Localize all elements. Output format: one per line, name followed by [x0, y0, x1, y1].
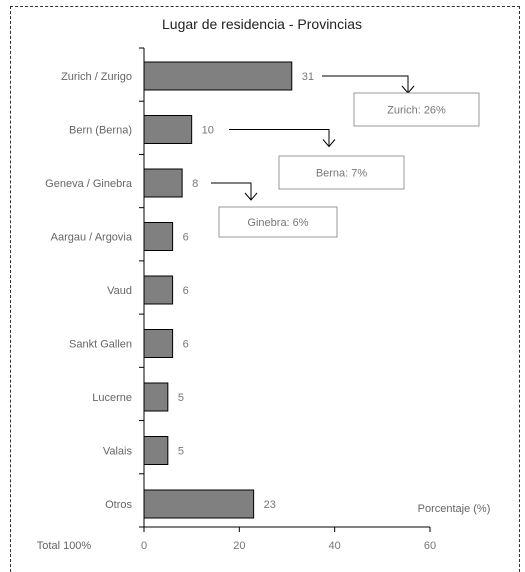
callout-box — [218, 206, 338, 238]
x-tick-label: 60 — [424, 540, 436, 552]
chart-frame — [10, 6, 520, 572]
value-label: 8 — [192, 178, 198, 190]
category-label: Aargau / Argovia — [51, 232, 133, 244]
chart-title: Lugar de residencia - Provincias — [162, 16, 362, 32]
callout-label: Berna: 7% — [316, 168, 368, 180]
category-label: Bern (Berna) — [69, 125, 132, 137]
category-label: Otros — [105, 499, 132, 511]
bar — [143, 115, 193, 144]
value-label: 6 — [183, 339, 189, 351]
bar — [143, 329, 174, 358]
category-label: Lucerne — [92, 392, 132, 404]
bar — [143, 61, 293, 91]
bar — [143, 436, 169, 465]
value-label: 5 — [178, 392, 184, 404]
x-axis-label: Porcentaje (%) — [418, 503, 491, 515]
category-label: Zurich / Zurigo — [61, 71, 132, 83]
callout-arrow — [322, 75, 409, 93]
callout-box — [278, 155, 405, 190]
callout-arrow — [229, 129, 330, 147]
callout-label: Zurich: 26% — [387, 105, 446, 117]
plot-area: 0 20 40 60 Zurich / Zurigo 31 Bern (Berna) 10 Ge… — [45, 47, 480, 552]
value-label: 5 — [178, 446, 184, 458]
bar — [143, 168, 183, 198]
bar — [143, 275, 174, 305]
value-label: 31 — [302, 71, 314, 83]
total-label: Total 100% — [37, 540, 92, 552]
value-label: 6 — [183, 285, 189, 297]
category-label: Sankt Gallen — [69, 339, 132, 351]
callout-arrow — [211, 182, 252, 200]
bar — [143, 489, 255, 519]
value-label: 6 — [183, 232, 189, 244]
x-tick-label: 20 — [233, 540, 245, 552]
category-label: Vaud — [107, 285, 132, 297]
value-label: 23 — [264, 499, 276, 511]
value-label: 10 — [202, 125, 214, 137]
callout-box — [353, 92, 480, 127]
callout-label: Ginebra: 6% — [247, 217, 308, 229]
arrow-head — [322, 139, 336, 148]
bar — [143, 222, 174, 251]
x-tick-label: 0 — [141, 540, 147, 552]
arrow-head — [244, 192, 258, 201]
category-label: Valais — [103, 446, 133, 458]
bar — [143, 382, 169, 412]
x-tick-label: 40 — [329, 540, 341, 552]
category-label: Geneva / Ginebra — [45, 178, 133, 190]
